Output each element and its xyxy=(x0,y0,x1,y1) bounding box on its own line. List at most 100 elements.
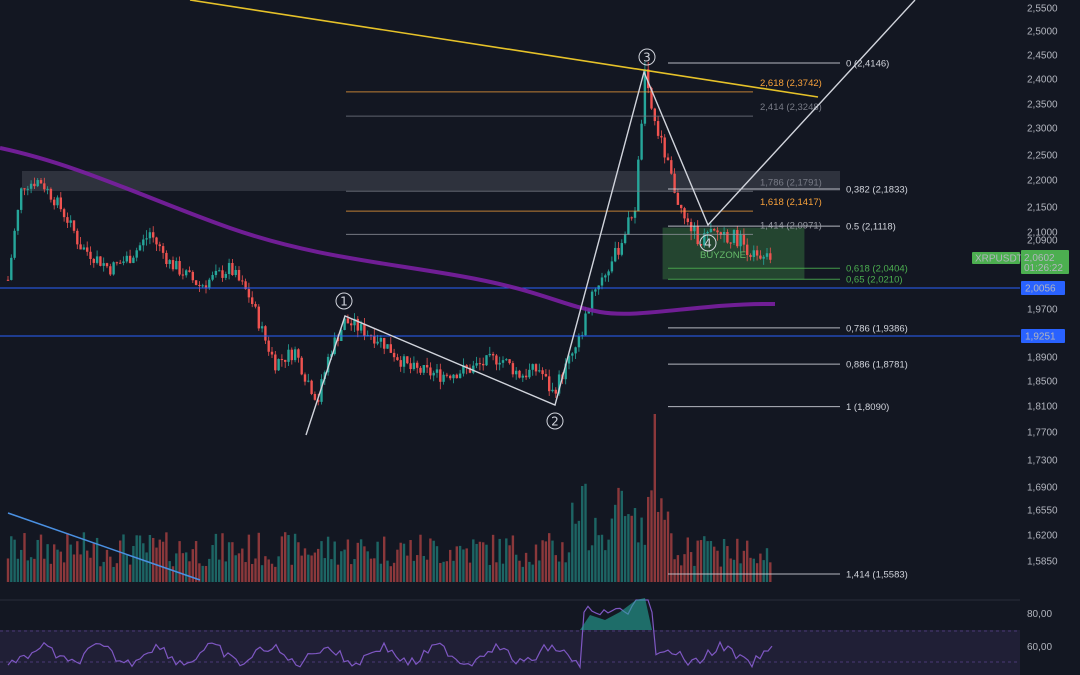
volume-bar xyxy=(204,565,208,582)
volume-bar xyxy=(297,542,300,582)
volume-bar xyxy=(584,483,587,582)
rsi-tick-label: 60,00 xyxy=(1027,642,1052,653)
candle xyxy=(534,364,538,372)
fib-retracement-label: 0,786 (1,9386) xyxy=(846,323,908,334)
volume-bar xyxy=(485,544,488,582)
candle xyxy=(663,137,666,158)
volume-bar xyxy=(310,555,313,582)
candle xyxy=(752,250,755,258)
volume-bar xyxy=(637,542,640,582)
candle xyxy=(267,340,270,352)
candle xyxy=(161,246,165,253)
candle xyxy=(706,232,709,234)
candle xyxy=(13,230,16,258)
volume-bar xyxy=(188,561,191,582)
candle xyxy=(254,303,257,307)
volume-bar xyxy=(274,566,277,582)
volume-bar xyxy=(528,561,531,582)
candle xyxy=(185,270,188,276)
volume-bar xyxy=(554,555,557,582)
candle xyxy=(498,362,501,365)
volume-bar xyxy=(412,560,416,582)
candle xyxy=(419,367,422,373)
volume-bar xyxy=(142,543,145,582)
volume-bar xyxy=(224,561,227,582)
volume-bar xyxy=(425,559,429,582)
candle xyxy=(293,349,297,361)
candle xyxy=(567,355,571,364)
candle xyxy=(10,257,13,280)
wave-label: 4 xyxy=(704,237,712,251)
candle xyxy=(198,284,201,286)
volume-bar xyxy=(508,545,511,582)
volume-bar xyxy=(218,559,221,582)
candle xyxy=(373,336,376,344)
price-tick-label: 2,1000 xyxy=(1027,228,1058,239)
volume-bar xyxy=(161,541,165,582)
volume-bar xyxy=(353,558,356,582)
volume-bar xyxy=(280,536,284,582)
candle xyxy=(49,188,53,200)
candle xyxy=(680,204,683,209)
candle xyxy=(511,363,515,375)
candle xyxy=(201,285,204,287)
symbol-badge xyxy=(972,252,1020,264)
volume-bar xyxy=(739,563,742,582)
candle xyxy=(379,337,383,342)
candle xyxy=(435,369,439,373)
candle xyxy=(676,192,680,205)
volume-bar xyxy=(709,541,713,582)
volume-bar xyxy=(86,550,89,582)
volume-bar xyxy=(254,558,257,582)
fib-retracement-label: 0,886 (1,8781) xyxy=(846,360,908,371)
candle xyxy=(564,363,567,380)
volume-bar xyxy=(46,544,49,582)
volume-bar xyxy=(660,498,663,582)
candle xyxy=(726,231,729,243)
volume-bar xyxy=(56,549,59,582)
candle xyxy=(571,353,574,356)
candle xyxy=(59,197,62,210)
moving-average-line xyxy=(0,146,776,316)
volume-bar xyxy=(369,558,373,582)
candle xyxy=(244,281,247,290)
volume-bar xyxy=(640,517,643,582)
volume-bar xyxy=(548,533,551,582)
volume-bar xyxy=(389,566,392,582)
volume-bar xyxy=(567,552,571,582)
volume-bar xyxy=(171,566,175,582)
volume-bar xyxy=(72,554,76,582)
candle xyxy=(732,229,736,243)
candle xyxy=(320,379,323,402)
candle xyxy=(257,306,260,329)
volume-bar xyxy=(293,533,297,582)
candle xyxy=(660,135,663,138)
candle xyxy=(214,270,218,276)
elliott-wave-path xyxy=(305,0,916,436)
candle xyxy=(264,326,267,341)
volume-bar xyxy=(76,541,79,582)
candle xyxy=(112,262,115,275)
volume-bar xyxy=(49,563,53,582)
volume-bar xyxy=(356,542,359,582)
volume-bar xyxy=(69,544,72,582)
volume-bar xyxy=(617,487,620,582)
candle xyxy=(713,229,716,231)
volume-bar xyxy=(264,556,267,582)
candle xyxy=(465,365,468,368)
candle xyxy=(683,208,686,219)
candle xyxy=(696,225,699,245)
wave-label: 2 xyxy=(551,415,559,429)
volume-bar xyxy=(79,554,82,582)
volume-bar xyxy=(300,555,303,582)
resistance-trendline xyxy=(189,0,819,98)
candle xyxy=(326,356,330,373)
candle xyxy=(194,280,198,285)
volume-bar xyxy=(732,559,736,582)
volume-bar xyxy=(713,546,716,582)
volume-bar xyxy=(581,485,584,582)
candle xyxy=(313,393,317,400)
candle xyxy=(310,380,313,394)
volume-bar xyxy=(6,558,10,582)
